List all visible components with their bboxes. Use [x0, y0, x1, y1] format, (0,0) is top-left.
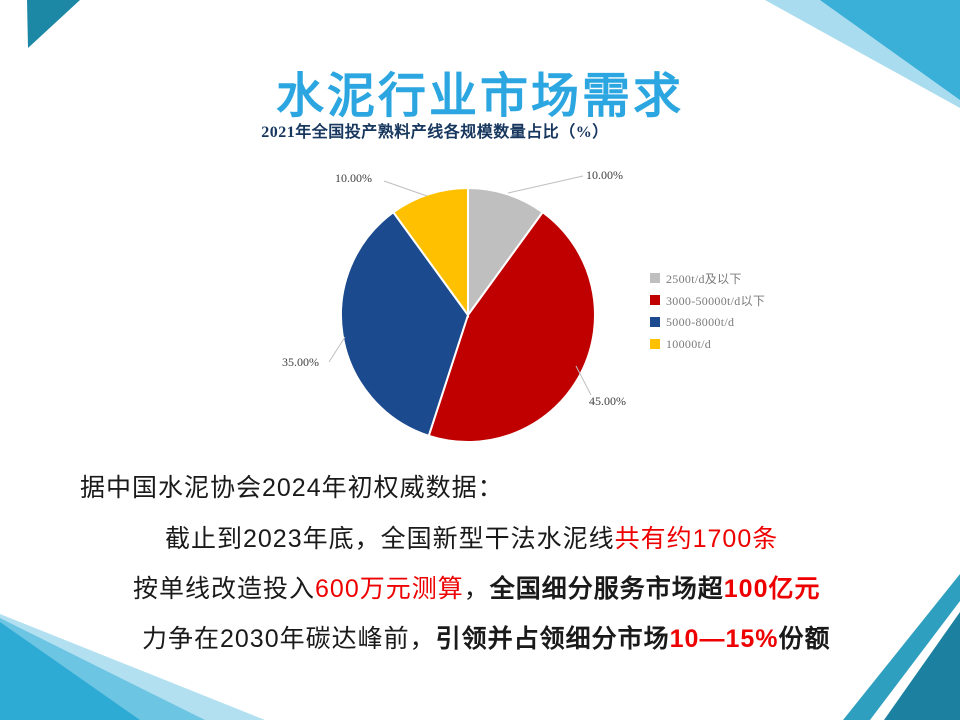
legend-swatch — [650, 295, 660, 305]
pie-slice-2 — [340, 210, 470, 438]
pie-label-yellow-slice: 10.00% — [335, 171, 372, 185]
legend-item: 2500t/d及以下 — [650, 271, 765, 286]
legend-item: 3000-50000t/d以下 — [650, 293, 766, 308]
decoration-top-left-triangle — [27, 0, 80, 48]
pie-label-red-slice: 45.00% — [589, 394, 626, 408]
text-segment: 力争在2030年碳达峰前， — [142, 625, 436, 653]
body-line-2: 截止到2023年底，全国新型干法水泥线共有约1700条 — [165, 519, 778, 555]
chart-legend: 2500t/d及以下 3000-50000t/d以下 5000-8000t/d 100… — [650, 271, 765, 351]
legend-item: 5000-8000t/d — [650, 315, 765, 329]
body-line-1: 据中国水泥协会2024年初权威数据： — [80, 468, 504, 504]
decoration-bottom-right-main — [884, 612, 960, 720]
body-line-3: 按单线改造投入600万元测算，全国细分服务市场超100亿元 — [133, 569, 820, 605]
legend-label: 2500t/d及以下 — [666, 271, 742, 286]
body-line-4: 力争在2030年碳达峰前，引领并占领细分市场10—15%份额 — [142, 619, 831, 655]
pie-chart — [340, 186, 597, 443]
text-segment: 按单线改造投入 — [133, 575, 316, 603]
legend-swatch — [650, 317, 660, 327]
legend-item: 10000t/d — [650, 337, 765, 351]
text-segment: 截止到2023年底，全国新型干法水泥线 — [165, 525, 615, 553]
decoration-bottom-left-main — [0, 622, 140, 720]
text-segment: 100亿元 — [723, 575, 821, 603]
text-segment: 份额 — [778, 625, 831, 653]
text-segment: 共有约1700条 — [614, 525, 779, 553]
legend-label: 3000-50000t/d以下 — [666, 293, 766, 308]
text-segment: 据中国水泥协会2024年初权威数据： — [80, 474, 504, 502]
pie-label-gray-slice: 10.00% — [586, 168, 623, 182]
legend-label: 5000-8000t/d — [666, 314, 735, 329]
text-segment: 全国细分服务市场超 — [489, 575, 724, 603]
pie-label-blue-slice: 35.00% — [282, 355, 319, 369]
decoration-bottom-right-stripe — [843, 574, 960, 720]
slide-title: 水泥行业市场需求 — [275, 70, 684, 123]
chart-title: 2021年全国投产熟料产线各规模数量占比（%） — [261, 124, 609, 141]
text-segment: ， — [463, 575, 490, 603]
legend-label: 10000t/d — [666, 336, 712, 351]
pie-slice-3 — [391, 186, 469, 319]
pie-slice-0 — [467, 186, 545, 319]
legend-swatch — [650, 339, 660, 349]
text-segment: 10—15% — [669, 625, 779, 653]
text-segment: 引领并占领细分市场 — [435, 625, 670, 653]
legend-swatch — [650, 273, 660, 283]
text-segment: 600万元测算 — [315, 575, 464, 603]
